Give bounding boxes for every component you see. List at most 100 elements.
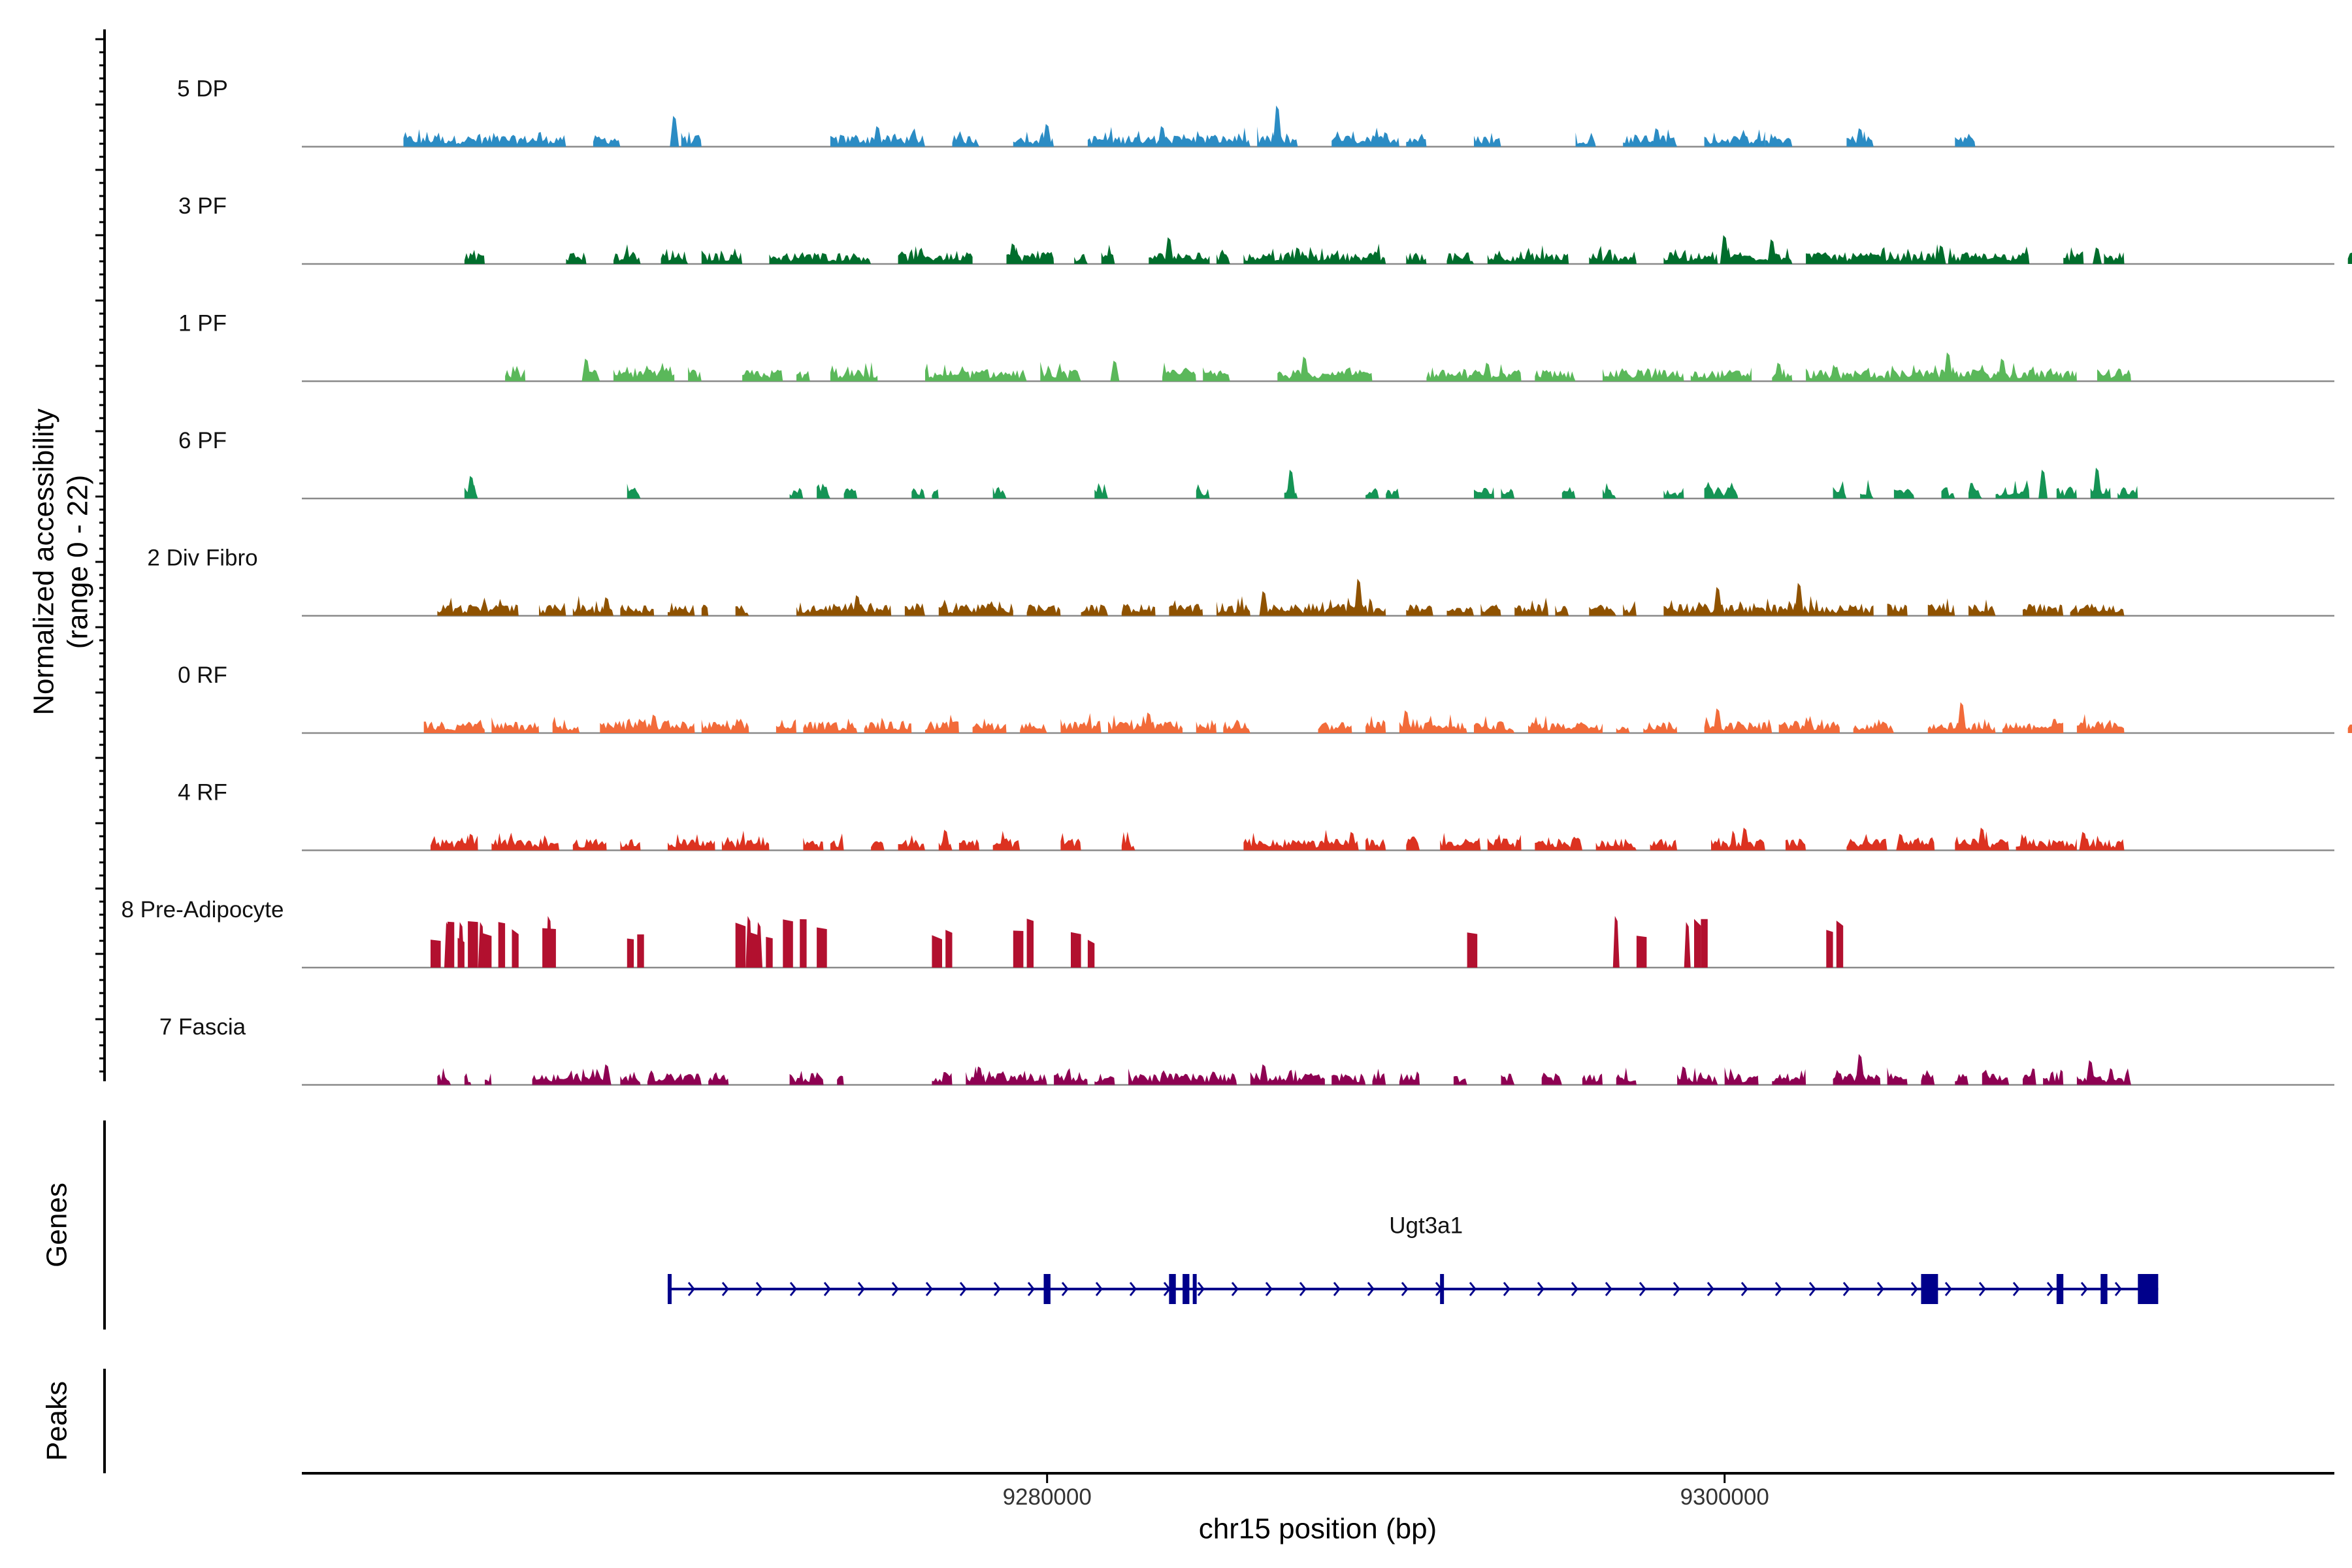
gene-exon	[2100, 1274, 2108, 1304]
coverage-segment	[1487, 834, 1522, 851]
coverage-segment	[1724, 247, 1793, 264]
coverage-segment	[2347, 252, 2352, 264]
coverage-peak	[1713, 708, 1723, 733]
gene-ugt3a1: Ugt3a1	[667, 1213, 2159, 1304]
track-label: 5 DP	[177, 76, 228, 101]
coverage-peak	[1943, 352, 1953, 382]
coverage-segment	[1663, 249, 1718, 264]
gene-exon	[667, 1274, 672, 1304]
coverage-segment	[735, 605, 749, 616]
coverage-segment	[1514, 597, 1549, 616]
coverage-segment	[2104, 252, 2125, 264]
coverage-peak	[1144, 712, 1154, 733]
coverage-segment	[668, 602, 695, 616]
strand-arrow	[1537, 1282, 1544, 1296]
coverage-segment	[1399, 714, 1467, 733]
coverage-segment	[898, 835, 925, 851]
gene-exon	[1169, 1274, 1176, 1304]
coverage-segment	[830, 128, 925, 147]
coverage-segment	[1365, 838, 1386, 851]
coverage-peak	[444, 922, 451, 968]
coverage-segment	[1487, 245, 1569, 264]
coverage-segment	[1149, 252, 1210, 264]
coverage-peak	[1354, 578, 1364, 616]
coverage-segment	[701, 604, 709, 616]
strand-arrow	[755, 1282, 763, 1296]
coverage-segment	[491, 717, 539, 733]
coverage-segment	[1853, 719, 1894, 733]
coverage-segment	[2063, 247, 2084, 264]
coverage-segment	[1006, 247, 1054, 264]
coverage-segment	[1724, 1067, 1759, 1085]
coverage-segment	[1250, 1070, 1325, 1085]
track-label: 0 RF	[178, 662, 227, 688]
coverage-segment	[1474, 133, 1501, 147]
strand-arrow	[1265, 1282, 1273, 1296]
x-tick-label: 9300000	[1680, 1484, 1769, 1510]
coverage-segment	[1711, 830, 1765, 851]
coverage-segment	[932, 935, 942, 968]
coverage-segment	[1595, 838, 1637, 851]
coverage-segment	[1765, 133, 1793, 147]
coverage-peak	[873, 126, 883, 147]
coverage-segment	[2016, 834, 2077, 851]
strand-arrow	[2114, 1282, 2122, 1296]
gene-exon	[2138, 1274, 2159, 1304]
coverage-segment	[837, 1075, 844, 1085]
coverage-segment	[1846, 834, 1887, 851]
coverage-segment	[1040, 361, 1081, 382]
coverage-peak	[546, 916, 553, 968]
strand-arrow	[1910, 1282, 1918, 1296]
coverage-segment	[1013, 930, 1024, 968]
coverage-segment	[1901, 837, 1935, 851]
coverage-segment	[735, 923, 746, 968]
coverage-peak	[1347, 832, 1357, 851]
coverage-segment	[1616, 1068, 1637, 1085]
coverage-segment	[1806, 244, 1942, 264]
coverage-segment	[627, 483, 641, 498]
coverage-segment	[1786, 838, 1806, 851]
coverage-segment	[1217, 596, 1250, 616]
strand-arrow	[1197, 1282, 1205, 1296]
coverage-segment	[1243, 244, 1386, 264]
coverage-peak	[1740, 827, 1750, 851]
strand-arrow	[1740, 1282, 1748, 1296]
strand-arrow	[721, 1282, 729, 1296]
coverage-segment	[1968, 483, 1982, 498]
coverage-segment	[1589, 604, 1616, 616]
coverage-segment	[491, 832, 560, 851]
coverage-segment	[1636, 936, 1647, 968]
coverage-peak	[1299, 356, 1309, 382]
track-label: 6 PF	[178, 428, 227, 453]
coverage-segment	[958, 839, 979, 851]
coverage-segment	[613, 244, 641, 264]
coverage-segment	[1406, 252, 1427, 264]
coverage-segment	[2083, 836, 2125, 851]
strand-arrow	[2012, 1282, 2020, 1296]
track-1-pf: 1 PF	[178, 310, 2334, 382]
coverage-segment	[566, 252, 587, 264]
coverage-segment	[1399, 1071, 1420, 1085]
coverage-peak	[1684, 922, 1691, 968]
coverage-segment	[1650, 839, 1678, 851]
coverage-segment	[431, 835, 478, 851]
coverage-segment	[620, 604, 655, 616]
gene-exon	[1192, 1274, 1197, 1304]
coverage-segment	[2097, 368, 2131, 382]
coverage-y-ticks	[95, 38, 105, 1073]
coverage-segment	[1927, 719, 1996, 733]
coverage-segment	[403, 129, 566, 147]
coverage-segment	[871, 841, 885, 851]
coverage-segment	[1535, 836, 1582, 851]
track-7-fascia: 7 Fascia	[159, 1014, 2334, 1086]
coverage-segment	[620, 1071, 641, 1085]
coverage-segment	[1535, 370, 1576, 382]
coverage-segment	[1121, 604, 1156, 616]
coverage-segment	[2002, 719, 2064, 733]
coverage-segment	[1054, 1068, 1088, 1085]
coverage-peak	[1286, 469, 1296, 498]
coverage-segment	[1968, 599, 1996, 616]
coverage-segment	[1778, 715, 1840, 733]
coverage-segment	[464, 1073, 472, 1085]
coverage-segment	[1921, 1070, 1935, 1085]
